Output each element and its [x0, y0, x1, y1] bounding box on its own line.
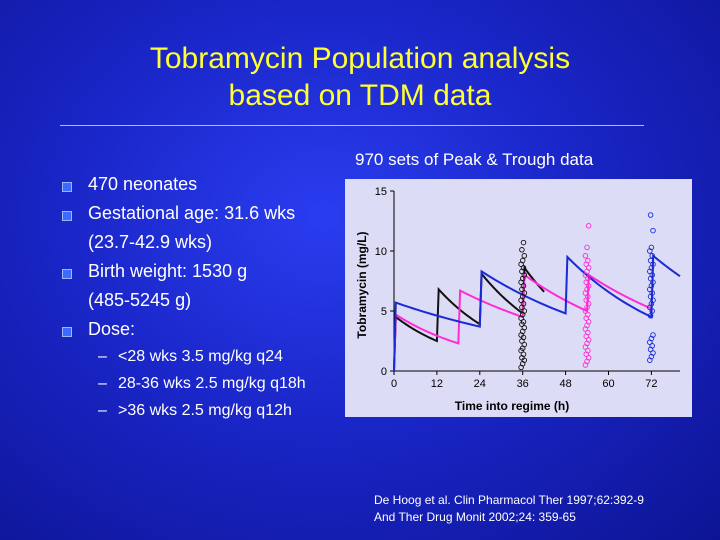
x-tick-label: 24: [474, 378, 486, 390]
x-tick-label: 72: [645, 378, 657, 390]
x-tick-label: 36: [517, 378, 529, 390]
bullet-square-icon: [62, 182, 72, 192]
data-point: [650, 227, 656, 234]
chart-panel: 0 12 24 36 48 60 72 0 5 10 15 Time into regime (h)…: [345, 179, 692, 417]
data-point: [585, 223, 592, 229]
data-point: [585, 257, 591, 264]
reference: De Hoog et al. Clin Pharmacol Ther 1997;…: [374, 492, 644, 526]
x-axis-label: Time into regime (h): [455, 399, 569, 413]
bullet-neonates: 470 neonates: [88, 174, 198, 194]
data-point: [584, 244, 590, 251]
dose-item-under-28: <28 wks 3.5 mg/kg q24: [118, 348, 283, 365]
y-tick-label: 15: [375, 186, 387, 198]
data-point: [647, 313, 654, 319]
chart-points: [518, 212, 656, 371]
data-point: [520, 239, 527, 246]
bullet-birth-weight-range: (485-5245 g): [88, 290, 192, 310]
reference-line2: And Ther Drug Monit 2002;24: 359-65: [374, 510, 576, 524]
data-point: [648, 244, 655, 251]
bullet-gestational-range: (23.7-42.9 wks): [88, 232, 213, 252]
x-tick-label: 48: [559, 378, 571, 390]
data-point: [647, 257, 654, 264]
chart-lines: [393, 253, 681, 372]
bullet-birth-weight: Birth weight: 1530 g: [88, 261, 248, 281]
x-tick-label: 12: [431, 378, 443, 390]
bullet-gestational-age: Gestational age: 31.6 wks: [88, 203, 296, 223]
data-point: [519, 247, 525, 253]
data-point: [582, 253, 589, 259]
y-tick-label: 0: [381, 366, 387, 378]
chart-axes: 0 12 24 36 48 60 72 0 5 10 15: [375, 186, 680, 390]
data-point: [647, 212, 654, 218]
dash-marker: –: [98, 375, 107, 392]
title-divider: [60, 125, 644, 126]
y-tick-label: 5: [381, 306, 387, 318]
data-point: [521, 253, 528, 259]
bullet-dose: Dose:: [88, 319, 136, 339]
data-point: [649, 253, 655, 259]
data-point: [519, 257, 526, 264]
bullet-square-icon: [62, 269, 72, 279]
y-axis-label: Tobramycin (mg/L): [355, 231, 369, 338]
slide-title-line2: based on TDM data: [228, 79, 492, 112]
concentration-line-2: [393, 253, 681, 372]
bullet-square-icon: [62, 211, 72, 221]
x-tick-label: 60: [602, 378, 614, 390]
slide-title-line1: Tobramycin Population analysis: [149, 42, 571, 75]
reference-line1: De Hoog et al. Clin Pharmacol Ther 1997;…: [374, 493, 644, 507]
dose-item-28-36: 28-36 wks 2.5 mg/kg q18h: [118, 375, 306, 392]
x-tick-label: 0: [391, 378, 397, 390]
dash-marker: –: [98, 348, 107, 365]
chart-caption: 970 sets of Peak & Trough data: [355, 150, 594, 169]
y-tick-label: 10: [375, 246, 387, 258]
concentration-chart: 0 12 24 36 48 60 72 0 5 10 15 Time into regime (h)…: [355, 186, 681, 413]
data-point: [650, 332, 656, 338]
dose-item-over-36: >36 wks 2.5 mg/kg q12h: [118, 402, 292, 419]
dash-marker: –: [98, 402, 107, 419]
bullet-square-icon: [62, 327, 72, 337]
